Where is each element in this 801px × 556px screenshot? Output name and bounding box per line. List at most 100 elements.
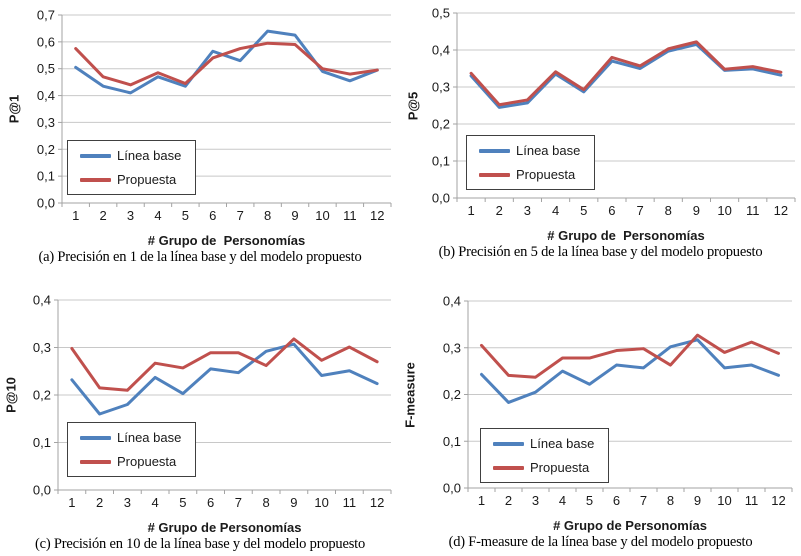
chart-panel-d: 0,0 0,1 0,2 0,3 0,4 1 2 3 4 5 6 7 8 9 10 11 12 F-measure… bbox=[400, 278, 801, 556]
legend-box: Línea base Propuesta bbox=[67, 422, 197, 477]
svg-text:0,2: 0,2 bbox=[33, 388, 51, 403]
svg-text:0,2: 0,2 bbox=[37, 142, 55, 157]
legend-line-swatch-red bbox=[479, 172, 510, 177]
svg-text:9: 9 bbox=[290, 495, 297, 510]
svg-text:7: 7 bbox=[640, 493, 647, 508]
x-axis-title: # Grupo de Personomías bbox=[147, 520, 302, 535]
line-plot-d: 0,00,10,20,30,41 2 3 4 5 6 7 8 9 10 11 12 bbox=[443, 294, 793, 508]
svg-text:0,3: 0,3 bbox=[432, 80, 450, 95]
svg-text:3: 3 bbox=[532, 493, 539, 508]
svg-text:0,2: 0,2 bbox=[432, 117, 450, 132]
svg-text:9: 9 bbox=[694, 493, 701, 508]
svg-text:1: 1 bbox=[68, 495, 75, 510]
legend-item-linea-base: Línea base bbox=[80, 430, 181, 445]
legend-label: Línea base bbox=[516, 143, 581, 158]
svg-text:8: 8 bbox=[667, 493, 674, 508]
svg-text:0,0: 0,0 bbox=[37, 196, 55, 211]
svg-text:0,0: 0,0 bbox=[33, 483, 51, 498]
svg-text:0,3: 0,3 bbox=[33, 340, 51, 355]
svg-text:0,7: 0,7 bbox=[37, 8, 55, 23]
svg-text:4: 4 bbox=[552, 203, 559, 218]
svg-text:9: 9 bbox=[693, 203, 700, 218]
legend-line-swatch-red bbox=[493, 465, 524, 470]
y-axis-title: P@5 bbox=[405, 91, 421, 120]
svg-text:3: 3 bbox=[524, 203, 531, 218]
legend-box: Línea base Propuesta bbox=[466, 135, 596, 190]
svg-text:2: 2 bbox=[505, 493, 512, 508]
legend-label: Propuesta bbox=[117, 172, 177, 187]
legend-label: Propuesta bbox=[530, 460, 590, 475]
svg-text:6: 6 bbox=[608, 203, 615, 218]
legend-line-swatch-blue bbox=[80, 153, 111, 158]
legend-item-linea-base: Línea base bbox=[80, 148, 181, 163]
legend-line-swatch-red bbox=[80, 177, 111, 182]
svg-text:0,1: 0,1 bbox=[432, 154, 450, 169]
legend-item-propuesta: Propuesta bbox=[80, 172, 181, 187]
svg-text:12: 12 bbox=[370, 495, 384, 510]
legend-item-propuesta: Propuesta bbox=[493, 460, 594, 475]
svg-text:0,1: 0,1 bbox=[33, 435, 51, 450]
line-plot-c: 0,00,10,20,30,41 2 3 4 5 6 7 8 9 10 11 12 bbox=[33, 293, 392, 510]
svg-text:3: 3 bbox=[127, 208, 134, 223]
svg-text:0,5: 0,5 bbox=[37, 61, 55, 76]
y-axis-title: P@1 bbox=[6, 94, 22, 124]
svg-text:8: 8 bbox=[665, 203, 672, 218]
line-plot-b: 0,00,10,20,30,40,51 2 3 4 5 6 7 8 9 10 11 12 bbox=[432, 6, 796, 218]
legend-box: Línea base Propuesta bbox=[480, 428, 610, 483]
legend-label: Línea base bbox=[117, 430, 182, 445]
legend-label: Línea base bbox=[117, 148, 182, 163]
legend-label: Propuesta bbox=[516, 167, 576, 182]
legend-label: Línea base bbox=[530, 436, 595, 451]
legend-line-swatch-blue bbox=[80, 435, 111, 440]
panel-caption: (d) F-measure de la línea base y del mod… bbox=[448, 534, 753, 550]
svg-text:0,1: 0,1 bbox=[443, 434, 461, 449]
svg-text:12: 12 bbox=[774, 203, 788, 218]
svg-text:11: 11 bbox=[745, 493, 759, 508]
svg-text:5: 5 bbox=[182, 208, 189, 223]
svg-text:9: 9 bbox=[291, 208, 298, 223]
svg-text:5: 5 bbox=[586, 493, 593, 508]
svg-text:7: 7 bbox=[636, 203, 643, 218]
svg-text:11: 11 bbox=[746, 203, 760, 218]
svg-text:10: 10 bbox=[717, 493, 731, 508]
x-axis-title: # Grupo de Personomías bbox=[553, 518, 707, 533]
svg-text:4: 4 bbox=[559, 493, 566, 508]
svg-text:5: 5 bbox=[179, 495, 186, 510]
svg-text:4: 4 bbox=[152, 495, 159, 510]
svg-text:0,3: 0,3 bbox=[443, 340, 461, 355]
svg-text:10: 10 bbox=[314, 495, 328, 510]
svg-text:0,3: 0,3 bbox=[37, 115, 55, 130]
svg-text:4: 4 bbox=[154, 208, 161, 223]
legend-item-linea-base: Línea base bbox=[493, 436, 594, 451]
svg-text:0,4: 0,4 bbox=[432, 43, 450, 58]
svg-text:6: 6 bbox=[613, 493, 620, 508]
svg-text:0,1: 0,1 bbox=[37, 169, 55, 184]
svg-text:7: 7 bbox=[235, 495, 242, 510]
y-axis-title: F-measure bbox=[402, 361, 418, 428]
panel-caption: (a) Precisión en 1 de la línea base y de… bbox=[38, 249, 362, 265]
x-axis-title: # Grupo de Personomías bbox=[147, 233, 306, 248]
svg-text:2: 2 bbox=[100, 208, 107, 223]
line-plot-a: 0,00,10,20,30,40,50,60,71 2 3 4 5 6 7 8 9 10 11 12 bbox=[37, 8, 392, 223]
svg-text:0,2: 0,2 bbox=[443, 387, 461, 402]
svg-text:6: 6 bbox=[207, 495, 214, 510]
legend-item-linea-base: Línea base bbox=[479, 143, 580, 158]
svg-text:3: 3 bbox=[124, 495, 131, 510]
legend-line-swatch-blue bbox=[479, 148, 510, 153]
svg-text:1: 1 bbox=[478, 493, 485, 508]
panel-caption: (b) Precisión en 5 de la línea base y de… bbox=[438, 244, 763, 260]
svg-text:12: 12 bbox=[771, 493, 785, 508]
svg-text:7: 7 bbox=[237, 208, 244, 223]
legend-box: Línea base Propuesta bbox=[67, 140, 197, 195]
panel-caption: (c) Precisión en 10 de la línea base y d… bbox=[34, 536, 366, 552]
svg-text:11: 11 bbox=[343, 495, 357, 510]
svg-text:0,4: 0,4 bbox=[443, 294, 461, 309]
svg-text:12: 12 bbox=[370, 208, 384, 223]
legend-item-propuesta: Propuesta bbox=[80, 454, 181, 469]
chart-panel-a: 0,0 0,1 0,2 0,3 0,4 0,5 0,6 0,7 1 2 3 4 5 6 7 8 9 10 11 12 … bbox=[0, 0, 400, 278]
y-axis-title: P@10 bbox=[3, 377, 19, 413]
x-axis-title: # Grupo de Personomías bbox=[547, 228, 705, 243]
legend-item-propuesta: Propuesta bbox=[479, 167, 580, 182]
chart-panel-b: 0,0 0,1 0,2 0,3 0,4 0,5 1 2 3 4 5 6 7 8 9 10 11 12 P@5 Lí… bbox=[400, 0, 801, 278]
